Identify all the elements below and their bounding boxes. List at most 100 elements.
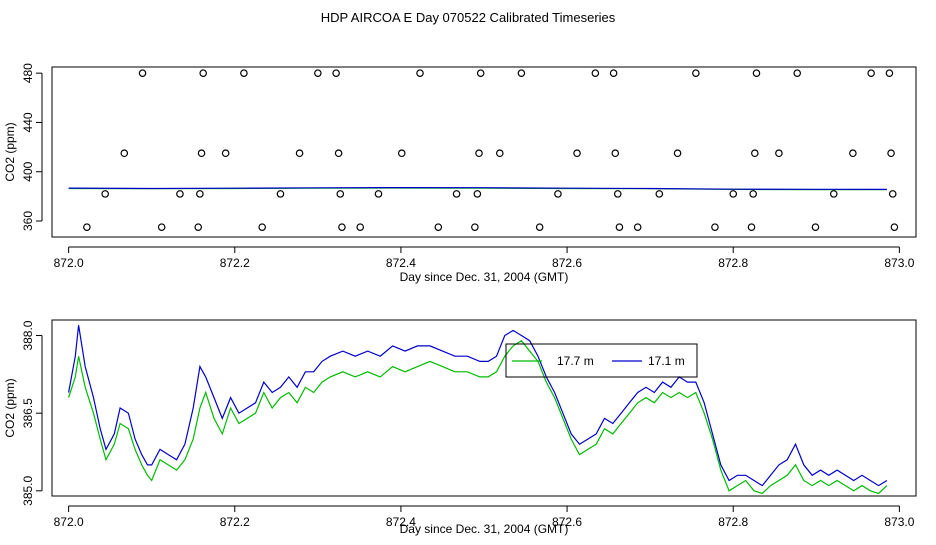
data-point	[416, 69, 424, 77]
y-tick-label: 440	[21, 112, 35, 132]
y-tick-label: 480	[21, 63, 35, 83]
x-tick-label: 872.2	[220, 256, 250, 270]
legend-box	[505, 343, 698, 378]
data-point	[295, 149, 304, 158]
data-point	[336, 190, 345, 198]
data-point	[729, 190, 738, 198]
data-point	[887, 149, 895, 158]
x-tick-label: 872.2	[220, 515, 250, 529]
x-tick-label: 872.6	[552, 256, 582, 270]
data-point	[888, 190, 897, 198]
data-point	[476, 69, 485, 77]
bottom-x-axis-label: Day since Dec. 31, 2004 (GMT)	[400, 522, 569, 536]
legend: 17.7 m 17.1 m	[505, 343, 698, 378]
data-point	[258, 223, 266, 231]
data-point	[517, 69, 526, 77]
data-point	[101, 190, 109, 198]
bottom-series-lines	[68, 325, 888, 495]
data-point	[83, 223, 91, 231]
data-point	[314, 69, 322, 77]
bottom-y-axis-label: CO2 (ppm)	[3, 378, 17, 437]
data-point	[633, 223, 642, 231]
top-panel: 872.0 872.2 872.4 872.6 872.8 873.0 360 400 440 4…	[3, 63, 917, 284]
bottom-plot-frame	[51, 319, 917, 497]
bottom-panel: 872.0 872.2 872.4 872.6 872.8 873.0 385.0 386.5…	[3, 319, 917, 536]
x-tick-label: 872.4	[386, 515, 416, 529]
data-point	[535, 223, 544, 231]
data-point	[120, 149, 129, 158]
data-point	[615, 223, 624, 231]
series-line-17-7	[68, 339, 888, 495]
data-point	[138, 69, 147, 77]
y-tick-label: 400	[21, 161, 35, 181]
data-point	[793, 69, 802, 77]
y-tick-label: 386.5	[21, 398, 35, 428]
top-axes: 872.0 872.2 872.4 872.6 872.8 873.0 360 400 440 4…	[21, 63, 915, 270]
data-point	[890, 223, 899, 231]
data-point	[334, 149, 343, 158]
y-tick-label: 388.0	[21, 320, 35, 350]
data-point	[749, 190, 757, 198]
top-y-axis-label: CO2 (ppm)	[3, 122, 17, 181]
data-point	[338, 223, 346, 231]
data-point	[495, 149, 504, 158]
y-tick-label: 360	[21, 211, 35, 231]
legend-label-17-1: 17.1 m	[648, 354, 685, 368]
data-point	[473, 190, 482, 198]
data-point	[434, 223, 443, 231]
data-point	[554, 190, 562, 198]
data-point	[475, 149, 483, 158]
data-point	[747, 223, 756, 231]
data-point	[221, 149, 230, 158]
data-point	[157, 223, 166, 231]
data-point	[609, 69, 618, 77]
data-point	[194, 223, 203, 231]
top-series-lines	[68, 187, 887, 191]
data-point	[176, 190, 184, 198]
data-point	[655, 190, 664, 198]
data-point	[276, 190, 285, 198]
series-line-17-1	[68, 325, 888, 487]
x-tick-label: 872.0	[54, 515, 84, 529]
data-point	[867, 69, 875, 77]
data-point	[356, 223, 365, 231]
data-point	[199, 69, 208, 77]
data-point	[751, 149, 759, 158]
x-tick-label: 872.4	[386, 256, 416, 270]
data-point	[673, 149, 682, 158]
data-point	[849, 149, 857, 158]
x-tick-label: 872.8	[718, 256, 748, 270]
data-point	[885, 69, 894, 77]
data-point	[692, 69, 700, 77]
data-point	[452, 190, 461, 198]
top-x-axis-label: Day since Dec. 31, 2004 (GMT)	[400, 270, 569, 284]
x-tick-label: 873.0	[884, 515, 914, 529]
data-point	[811, 223, 820, 231]
top-scatter-points	[83, 69, 899, 231]
data-point	[775, 149, 783, 158]
data-point	[829, 190, 838, 198]
legend-label-17-7: 17.7 m	[557, 354, 594, 368]
data-point	[332, 69, 340, 77]
data-point	[573, 149, 581, 158]
data-point	[240, 69, 248, 77]
data-point	[196, 190, 204, 198]
bottom-axes: 872.0 872.2 872.4 872.6 872.8 873.0 385.0 386.5…	[21, 320, 915, 529]
x-tick-label: 872.8	[718, 515, 748, 529]
series-line-17-1	[68, 187, 887, 190]
data-point	[611, 149, 620, 158]
data-point	[711, 223, 719, 231]
top-plot-frame	[51, 66, 917, 238]
data-point	[374, 190, 383, 198]
x-tick-label: 873.0	[884, 256, 914, 270]
x-tick-label: 872.6	[552, 515, 582, 529]
data-point	[591, 69, 600, 77]
data-point	[752, 69, 761, 77]
data-point	[197, 149, 206, 158]
data-point	[471, 223, 479, 231]
data-point	[397, 149, 406, 158]
x-tick-label: 872.0	[54, 256, 84, 270]
y-tick-label: 385.0	[21, 475, 35, 505]
data-point	[613, 190, 622, 198]
